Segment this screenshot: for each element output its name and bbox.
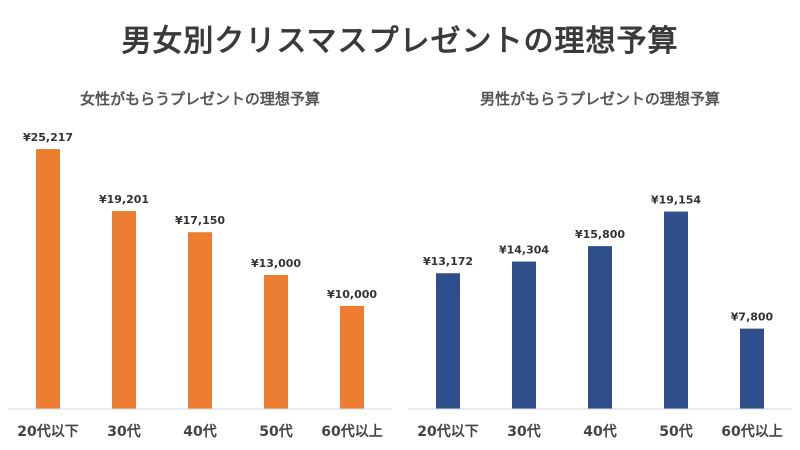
bar <box>664 211 688 409</box>
chart-title: 男性がもらうプレゼントの理想予算 <box>480 90 720 108</box>
data-label: ¥14,304 <box>499 244 549 257</box>
data-label: ¥13,172 <box>423 255 473 268</box>
bar <box>36 149 60 409</box>
bar <box>340 305 364 409</box>
data-label: ¥19,154 <box>651 194 701 207</box>
data-label: ¥19,201 <box>99 193 149 206</box>
bar <box>588 246 612 409</box>
x-tick-label: 30代 <box>107 423 140 440</box>
bar <box>112 211 136 409</box>
male-budget-chart: 男性がもらうプレゼントの理想予算 ¥13,172 20代以下 ¥14,304 30代 ¥… <box>408 90 792 440</box>
bar <box>740 328 764 409</box>
chart-title: 女性がもらうプレゼントの理想予算 <box>80 90 320 108</box>
x-tick-label: 40代 <box>183 423 216 440</box>
data-label: ¥15,800 <box>575 228 625 241</box>
x-tick-label: 20代以下 <box>417 423 478 440</box>
x-tick-label: 50代 <box>659 423 692 440</box>
data-label: ¥13,000 <box>251 257 301 270</box>
bar <box>188 232 212 409</box>
x-tick-label: 60代以上 <box>321 423 382 440</box>
page-title: 男女別クリスマスプレゼントの理想予算 <box>121 24 679 59</box>
x-tick-label: 50代 <box>259 423 292 440</box>
data-label: ¥10,000 <box>327 288 377 301</box>
female-budget-chart: 女性がもらうプレゼントの理想予算 ¥25,217 20代以下 ¥19,201 30代 ¥… <box>8 90 392 440</box>
x-tick-label: 20代以下 <box>17 423 78 440</box>
bar <box>512 261 536 409</box>
bar <box>436 273 460 409</box>
x-tick-label: 60代以上 <box>721 423 782 440</box>
data-label: ¥17,150 <box>175 214 225 227</box>
x-tick-label: 30代 <box>507 423 540 440</box>
data-label: ¥25,217 <box>23 131 73 144</box>
x-tick-label: 40代 <box>583 423 616 440</box>
bar <box>264 275 288 409</box>
data-label: ¥7,800 <box>731 311 774 324</box>
